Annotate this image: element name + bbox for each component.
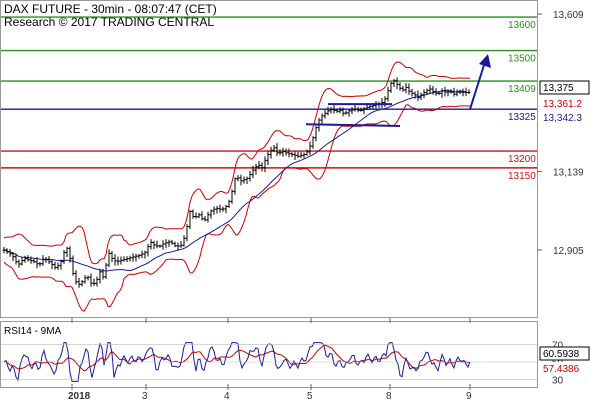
forecast-arrow-shaft <box>469 61 486 110</box>
moving-average-line <box>3 89 470 272</box>
rsi-tick-label: 30 <box>552 376 564 387</box>
chart-header-title: DAX FUTURE - 30min - 08:07:47 (CET) <box>4 2 217 16</box>
bollinger-upper <box>3 61 471 265</box>
price-tags: 13,375 13,361.2 13,342.3 <box>539 80 590 124</box>
price-candles <box>2 77 471 288</box>
price-tag-box-price <box>539 80 590 95</box>
level-label-13600: 13600 <box>508 20 536 31</box>
moving-average <box>3 89 470 272</box>
price-panel-frame <box>0 0 538 318</box>
level-label-13200: 13200 <box>508 154 536 165</box>
rsi-ma-line <box>3 344 471 372</box>
chart-header-copyright: Research © 2017 TRADING CENTRAL <box>4 15 214 29</box>
price-tag-bollinger: 13,361.2 <box>543 99 582 110</box>
level-label-13409: 13409 <box>508 84 536 95</box>
level-label-13325: 13325 <box>508 112 536 123</box>
x-axis: 2018 3 4 5 8 9 <box>68 318 472 400</box>
price-tag-box-moving_average <box>540 111 589 124</box>
y-tick-label: 13,609 <box>553 10 584 21</box>
rsi-title: RSI14 - 9MA <box>4 326 62 337</box>
rsi-tag-box <box>540 362 589 375</box>
rsi-tag-box <box>539 346 590 361</box>
rsi-panel-frame <box>0 321 538 388</box>
support-resistance-levels: 13600 13500 13409 13325 13200 13150 <box>1 16 537 182</box>
rsi-tag: 57.4386 <box>543 364 580 375</box>
rsi-tick-label: 70 <box>552 340 564 351</box>
trendline-lower <box>305 123 401 127</box>
rsi-lines <box>3 342 471 382</box>
price-tag-price: 13,375 <box>543 83 574 94</box>
x-tick-label: 9 <box>466 391 472 400</box>
rsi-line <box>3 342 471 382</box>
y-axis: 13,609 13,139 12,905 <box>537 10 584 257</box>
level-label-13500: 13500 <box>508 54 536 65</box>
trendlines <box>305 54 491 127</box>
x-tick-label: 3 <box>142 391 148 400</box>
x-tick-label: 8 <box>386 391 392 400</box>
x-tick-label: 4 <box>224 391 230 400</box>
rsi-tag: 60.5938 <box>543 349 580 360</box>
price-tag-moving_average: 13,342.3 <box>543 113 582 124</box>
x-tick-label: 2018 <box>68 391 91 400</box>
forecast-arrow-head <box>479 54 491 68</box>
y-tick-label: 12,905 <box>553 246 584 257</box>
x-tick-label: 5 <box>307 391 313 400</box>
level-label-13150: 13150 <box>508 171 536 182</box>
y-tick-label: 13,139 <box>553 168 584 179</box>
price-tag-box-bollinger <box>540 97 589 110</box>
